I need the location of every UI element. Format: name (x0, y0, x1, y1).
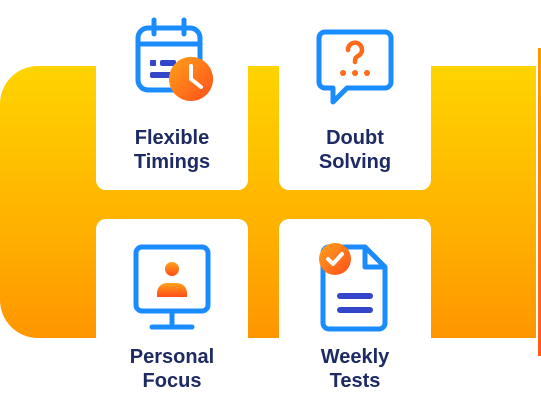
feature-card-weekly-tests: Weekly Tests (279, 219, 431, 411)
calendar-clock-icon (96, 16, 248, 112)
feature-label-line2: Solving (318, 151, 392, 173)
feature-label-line2: Tests (329, 370, 381, 392)
feature-label-line1: Doubt (326, 127, 384, 149)
yellow-background-band (0, 66, 536, 338)
feature-label-line2: Timings (133, 151, 211, 173)
document-check-icon (279, 237, 431, 337)
feature-card-doubt-solving: Doubt Solving (279, 0, 431, 190)
feature-label-line1: Flexible (134, 127, 210, 149)
question-chat-icon (279, 16, 431, 112)
feature-card-flexible-timings: Flexible Timings (96, 0, 248, 190)
feature-label-line1: Weekly (320, 346, 390, 368)
feature-label: Personal Focus (96, 345, 248, 393)
feature-label: Doubt Solving (279, 126, 431, 174)
feature-label: Weekly Tests (279, 345, 431, 393)
feature-card-personal-focus: Personal Focus (96, 219, 248, 411)
orange-accent-line (538, 48, 541, 356)
feature-label: Flexible Timings (96, 126, 248, 174)
feature-label-line1: Personal (129, 346, 215, 368)
monitor-person-icon (96, 241, 248, 337)
feature-label-line2: Focus (142, 370, 202, 392)
